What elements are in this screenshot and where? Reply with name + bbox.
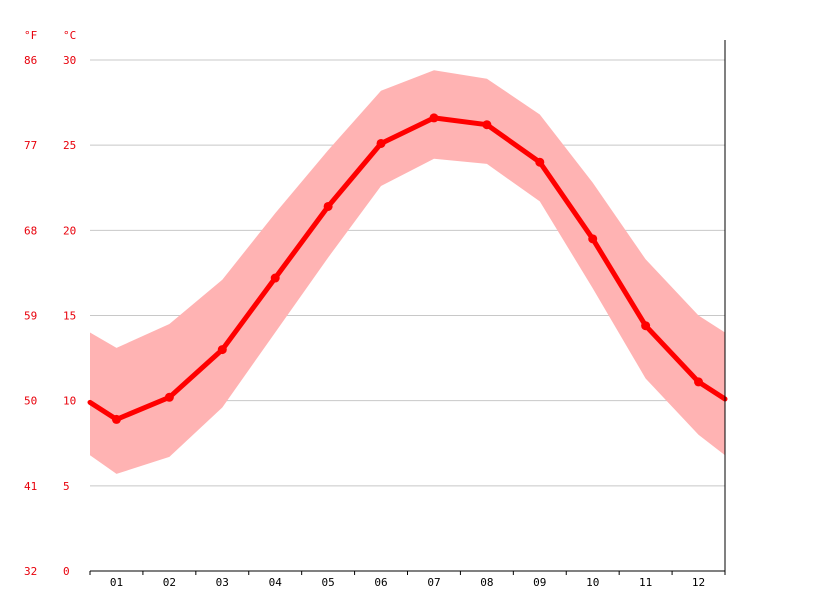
x-tick-label-05: 05 xyxy=(322,576,335,589)
x-tick-label-10: 10 xyxy=(586,576,599,589)
axes xyxy=(89,40,726,575)
unit-label-fahrenheit: °F xyxy=(24,29,37,42)
x-tick-label-12: 12 xyxy=(692,576,705,589)
y-tick-label-f: 77 xyxy=(24,139,37,152)
y-axis-fahrenheit-labels: °F 32 41 50 59 68 77 86 xyxy=(24,29,37,578)
x-tick-label-02: 02 xyxy=(163,576,176,589)
data-point-08 xyxy=(482,120,492,130)
x-tick-label-11: 11 xyxy=(639,576,652,589)
y-tick-label-c: 30 xyxy=(63,54,76,67)
data-point-06 xyxy=(376,138,386,148)
unit-label-celsius: °C xyxy=(63,29,76,42)
data-point-04 xyxy=(270,273,280,283)
x-tick-label-06: 06 xyxy=(374,576,387,589)
data-point-09 xyxy=(535,157,545,167)
x-tick-label-04: 04 xyxy=(269,576,283,589)
y-tick-label-f: 50 xyxy=(24,395,37,408)
x-tick-label-03: 03 xyxy=(216,576,229,589)
y-tick-label-f: 32 xyxy=(24,565,37,578)
y-tick-label-c: 0 xyxy=(63,565,70,578)
x-tick-label-08: 08 xyxy=(480,576,493,589)
data-point-05 xyxy=(323,201,333,211)
y-tick-label-f: 86 xyxy=(24,54,37,67)
data-point-03 xyxy=(217,345,227,355)
data-point-11 xyxy=(641,321,651,331)
average-line-path xyxy=(87,115,728,422)
average-temperature-line xyxy=(87,113,728,424)
x-tick-label-01: 01 xyxy=(110,576,123,589)
min-max-range-area xyxy=(90,70,725,474)
data-point-01 xyxy=(111,414,121,424)
temperature-range-band xyxy=(90,70,725,474)
x-axis-labels: 01 02 03 04 05 06 07 08 09 10 11 12 xyxy=(110,576,705,589)
data-point-10 xyxy=(588,234,598,244)
y-tick-label-f: 41 xyxy=(24,480,37,493)
y-tick-label-c: 25 xyxy=(63,139,76,152)
data-point-07 xyxy=(429,113,439,123)
y-tick-label-c: 15 xyxy=(63,310,76,323)
y-tick-label-f: 68 xyxy=(24,224,37,237)
data-point-02 xyxy=(164,392,174,402)
x-tick-label-09: 09 xyxy=(533,576,546,589)
y-tick-label-c: 10 xyxy=(63,395,76,408)
data-point-12 xyxy=(694,377,704,387)
y-tick-label-c: 20 xyxy=(63,224,76,237)
x-tick-label-07: 07 xyxy=(427,576,440,589)
y-axis-celsius-labels: °C 0 5 10 15 20 25 30 xyxy=(63,29,76,578)
y-tick-label-c: 5 xyxy=(63,480,70,493)
y-tick-label-f: 59 xyxy=(24,310,37,323)
